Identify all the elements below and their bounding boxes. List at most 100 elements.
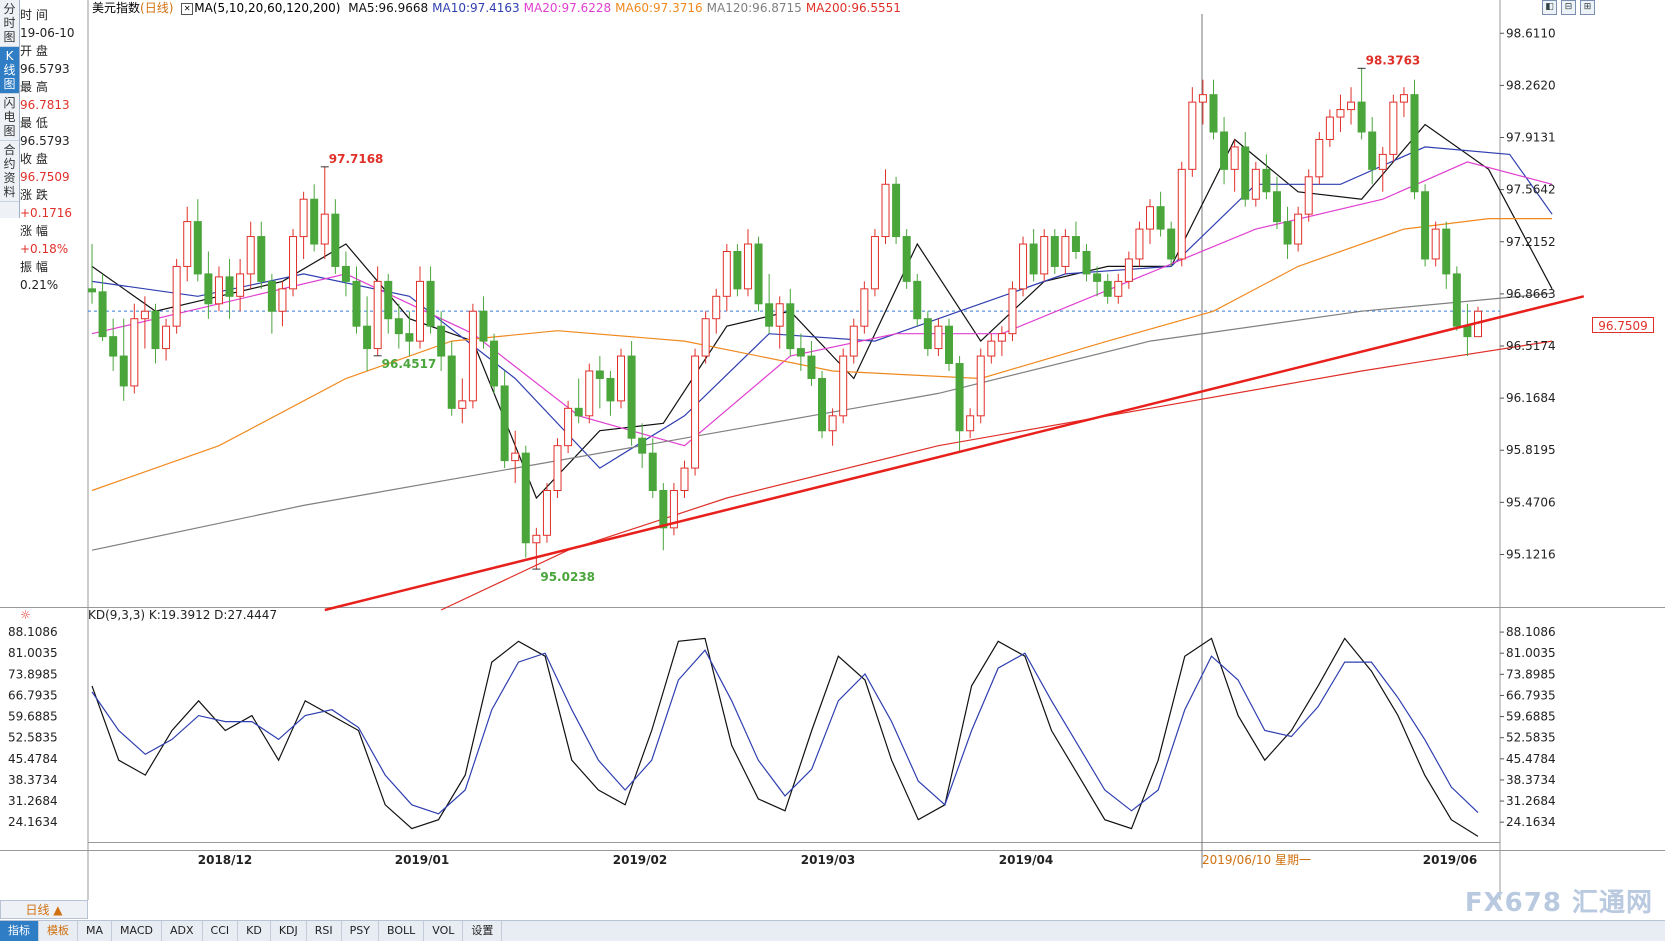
candle-body: [807, 355, 816, 379]
indicator-button[interactable]: 模板: [39, 921, 78, 941]
crosshair-date-label: 2019/06/10 星期一: [1202, 853, 1311, 867]
indicator-button[interactable]: RSI: [307, 921, 342, 941]
kd-left-tick-label: 66.7935: [8, 688, 58, 702]
candle-body: [130, 318, 139, 387]
candle-body: [246, 236, 255, 275]
indicator-button[interactable]: PSY: [342, 921, 379, 941]
candle-body: [627, 355, 636, 439]
ma-value: MA5:96.9668: [348, 1, 429, 15]
candle-body: [796, 348, 805, 357]
candle-body: [712, 295, 721, 320]
ma-value: MA120:96.8715: [706, 1, 802, 15]
indicator-button[interactable]: KDJ: [271, 921, 307, 941]
candle-body: [1029, 243, 1038, 275]
candle-body: [1124, 258, 1133, 282]
candle-body: [183, 221, 192, 267]
candle-body: [1209, 94, 1218, 133]
candle-body: [997, 333, 1006, 342]
candle-body: [1146, 206, 1155, 230]
indicator-button[interactable]: 指标: [0, 921, 39, 941]
candle-body: [839, 355, 848, 417]
kd-y-tick-label: 45.4784: [1506, 752, 1556, 766]
candle-body: [680, 467, 689, 491]
candle-body: [225, 276, 234, 297]
kd-y-tick-label: 73.8985: [1506, 667, 1556, 681]
candle-body: [1325, 116, 1334, 140]
candle-body: [310, 198, 319, 245]
indicator-button[interactable]: MA: [78, 921, 113, 941]
y-tick-label: 95.1216: [1506, 547, 1556, 561]
info-label: 最 低: [20, 116, 48, 130]
indicator-button[interactable]: CCI: [203, 921, 239, 941]
candle-body: [1241, 146, 1250, 200]
candle-body: [722, 250, 731, 297]
candle-body: [1177, 168, 1186, 260]
candle-body: [1368, 131, 1377, 170]
candle-body: [1347, 101, 1356, 111]
tab-flash-chart[interactable]: 闪电图: [0, 94, 19, 141]
indicator-button[interactable]: BOLL: [379, 921, 425, 941]
candle-body: [934, 325, 943, 350]
layout-icon[interactable]: ◧: [1542, 0, 1557, 15]
indicator-button[interactable]: MACD: [112, 921, 162, 941]
indicator-button[interactable]: KD: [238, 921, 271, 941]
candle-body: [193, 221, 202, 275]
y-tick-label: 98.6110: [1506, 26, 1556, 40]
candle-body: [447, 355, 456, 409]
kd-left-tick-label: 45.4784: [8, 752, 58, 766]
period-label[interactable]: (日线): [140, 1, 174, 15]
indicator-button[interactable]: ADX: [162, 921, 203, 941]
candle-body: [828, 415, 837, 432]
candle-body: [955, 363, 964, 432]
candle-body: [902, 236, 911, 282]
y-tick-label: 96.5174: [1506, 339, 1556, 353]
indicator-button[interactable]: 设置: [463, 921, 503, 941]
candle-body: [1452, 273, 1461, 327]
minimize-icon[interactable]: ⊟: [1561, 0, 1576, 15]
candle-body: [944, 325, 953, 365]
candle-body: [870, 236, 879, 290]
kd-left-tick-label: 52.5835: [8, 731, 58, 745]
candle-body: [415, 280, 424, 342]
date-label: 2019/01: [395, 853, 449, 867]
kd-left-tick-label: 59.6885: [8, 710, 58, 724]
info-label: 开 盘: [20, 44, 48, 58]
candle-body: [236, 273, 245, 297]
candle-body: [373, 280, 382, 350]
tab-contract-info[interactable]: 合约资料: [0, 141, 19, 202]
candle-body: [437, 325, 446, 357]
candle-body: [1389, 101, 1398, 155]
maximize-icon[interactable]: ⊞: [1580, 0, 1595, 15]
candle-body: [394, 318, 403, 335]
candle-body: [1294, 213, 1303, 245]
candle-body: [595, 370, 604, 379]
candle-body: [331, 213, 340, 267]
candle-body: [1463, 325, 1472, 338]
tab-time-chart[interactable]: 分时图: [0, 0, 19, 47]
tab-kline-chart[interactable]: K线图: [0, 47, 19, 94]
candle-body: [542, 489, 551, 536]
info-label: 振 幅: [20, 260, 48, 274]
candle-body: [1188, 101, 1197, 170]
candle-body: [775, 303, 784, 327]
candle-body: [98, 291, 107, 338]
price-chart[interactable]: 97.7168 95.0238 98.3763 96.4517 KD(9,3,3) K…: [0, 0, 1665, 900]
left-tab-bar: 分时图 K线图 闪电图 合约资料: [0, 0, 20, 218]
date-label: 2019/02: [613, 853, 667, 867]
candle-body: [648, 452, 657, 491]
candle-body: [405, 333, 414, 342]
indicator-button[interactable]: VOL: [424, 921, 464, 941]
period-selector[interactable]: 日线 ▲: [0, 900, 88, 919]
kd-left-tick-label: 31.2684: [8, 794, 58, 808]
candle-body: [1272, 191, 1281, 223]
candle-body: [1304, 176, 1313, 215]
kd-left-tick-label: 73.8985: [8, 667, 58, 681]
ma-settings-icon[interactable]: ✕: [181, 2, 194, 15]
candle-body: [479, 310, 488, 342]
candle-body: [564, 407, 573, 447]
kd-left-tick-label: 38.3734: [8, 773, 58, 787]
candle-body: [1103, 280, 1112, 297]
info-value: 96.7813: [20, 98, 70, 112]
kd-k-line: [91, 637, 1479, 837]
candle-body: [881, 183, 890, 238]
